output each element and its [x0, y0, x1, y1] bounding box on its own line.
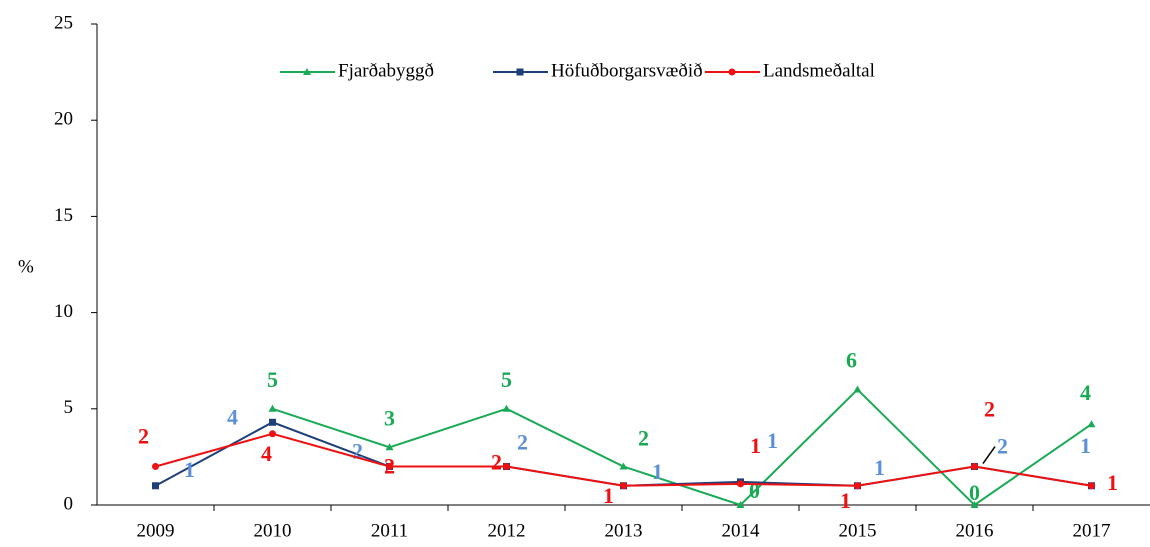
data-label: 0 [969, 480, 980, 505]
data-label: 5 [267, 367, 278, 392]
data-label: 1 [603, 483, 614, 508]
x-tick-label: 2016 [956, 520, 994, 541]
data-label: 4 [1080, 380, 1091, 405]
data-label: 4 [261, 441, 272, 466]
data-label: 1 [1080, 433, 1091, 458]
data-label: 3 [384, 405, 395, 430]
data-label: 2 [491, 450, 502, 475]
marker [152, 463, 159, 471]
marker [269, 418, 276, 426]
x-tick-label: 2015 [839, 520, 877, 541]
data-label: 0 [749, 478, 760, 503]
data-label: 5 [501, 367, 512, 392]
data-label: 1 [767, 428, 778, 453]
data-label: 2 [138, 424, 149, 449]
data-label: 1 [184, 457, 195, 482]
marker [303, 68, 311, 75]
marker [1088, 482, 1095, 490]
marker [503, 463, 510, 471]
y-tick-label: 10 [54, 301, 73, 322]
data-label: 2 [997, 434, 1008, 459]
y-axis-label: % [18, 256, 34, 277]
data-label: 6 [846, 348, 857, 373]
marker [152, 482, 159, 490]
marker [269, 430, 276, 438]
x-tick-label: 2010 [254, 520, 292, 541]
marker [737, 480, 744, 488]
marker [971, 463, 978, 471]
data-label: 1 [874, 455, 885, 480]
marker [736, 501, 745, 508]
data-label: 1 [1107, 470, 1118, 495]
data-label: 2 [384, 454, 395, 479]
marker [386, 463, 393, 471]
marker [619, 462, 628, 470]
y-tick-label: 5 [64, 397, 74, 418]
x-tick-label: 2013 [605, 520, 643, 541]
y-tick-label: 20 [54, 109, 73, 130]
x-tick-label: 2014 [722, 520, 761, 541]
leader-line [982, 446, 996, 464]
x-tick-label: 2009 [137, 520, 175, 541]
legend-label: Höfuðborgarsvæðið [551, 60, 703, 81]
marker [1087, 420, 1096, 428]
y-tick-label: 0 [64, 493, 74, 514]
marker [728, 68, 736, 76]
marker [854, 482, 861, 490]
marker [502, 404, 511, 412]
data-label: 2 [517, 430, 528, 455]
marker [970, 501, 979, 508]
data-label: 4 [227, 404, 238, 429]
marker [853, 385, 862, 393]
x-tick-label: 2011 [371, 520, 408, 541]
x-tick-label: 2012 [488, 520, 526, 541]
legend-label: Fjarðabyggð [338, 60, 434, 81]
data-label: 2 [984, 397, 995, 422]
marker [268, 404, 277, 412]
series-line [155, 432, 1092, 487]
data-label: 1 [840, 488, 851, 513]
marker [516, 68, 524, 76]
data-label: 1 [652, 459, 663, 484]
legend-label: Landsmeðaltal [763, 60, 875, 81]
data-label: 2 [638, 426, 649, 451]
data-label: 1 [750, 433, 761, 458]
y-tick-label: 25 [54, 12, 73, 33]
marker [620, 482, 627, 490]
marker [385, 443, 394, 451]
data-label: 2 [352, 439, 363, 464]
x-tick-label: 2017 [1073, 520, 1111, 541]
series-line [155, 421, 1092, 487]
y-tick-label: 15 [54, 205, 73, 226]
